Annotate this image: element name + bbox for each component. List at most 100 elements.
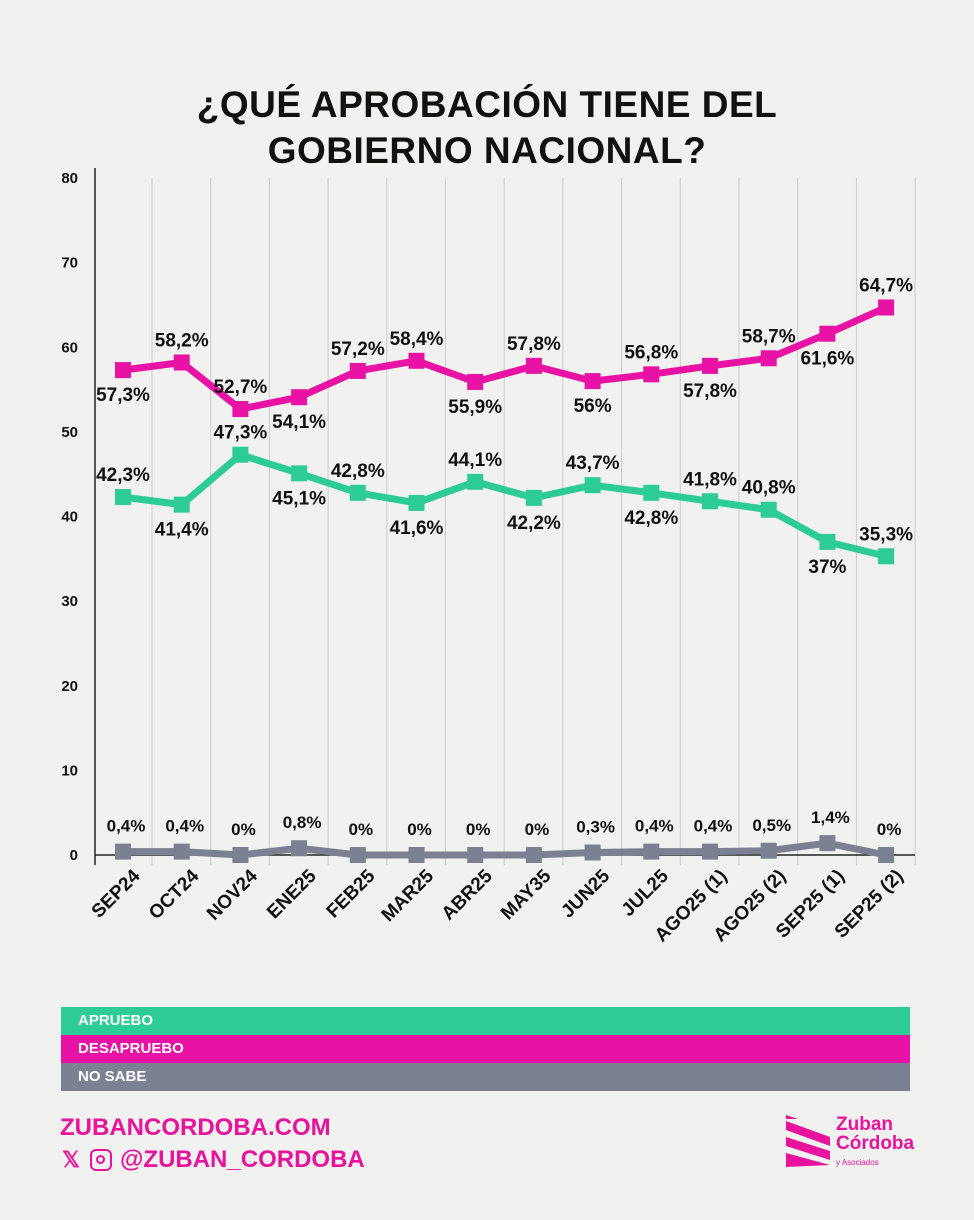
x-tick-label: ABR25	[438, 865, 497, 924]
title-line-1: ¿QUÉ APROBACIÓN TIENE DEL	[196, 84, 778, 125]
data-label: 0,4%	[107, 817, 146, 836]
legend-apruebo: APRUEBO	[61, 1007, 910, 1035]
data-point	[408, 847, 425, 863]
data-point	[467, 473, 484, 490]
data-point	[702, 493, 718, 510]
data-point	[232, 446, 249, 463]
x-tick-label: ENE25	[263, 865, 321, 923]
x-tick-label: MAY35	[497, 865, 556, 924]
x-icon[interactable]: 𝕏	[62, 1147, 80, 1172]
legend-desapruebo: DESAPRUEBO	[61, 1035, 910, 1063]
data-point	[349, 847, 366, 863]
data-label: 0,4%	[635, 817, 674, 836]
data-label: 58,7%	[742, 326, 796, 347]
title-line-2: GOBIERNO NACIONAL?	[267, 130, 707, 171]
data-point	[467, 847, 484, 863]
data-point	[819, 325, 836, 342]
zuban-cordoba-logo: Zuban Córdoba y Asociados	[786, 1115, 914, 1172]
data-point	[291, 465, 308, 482]
data-label: 0,4%	[694, 817, 733, 836]
y-tick-label: 10	[61, 762, 78, 779]
data-label: 64,7%	[859, 275, 913, 296]
data-label: 41,6%	[390, 518, 444, 539]
series-line-apruebo	[122, 451, 887, 560]
data-point	[349, 484, 366, 501]
chart-title: ¿QUÉ APROBACIÓN TIENE DEL GOBIERNO NACIO…	[0, 82, 974, 174]
data-point	[173, 496, 190, 513]
data-label: 54,1%	[272, 412, 326, 433]
data-point	[584, 477, 601, 494]
logo-mark-icon	[786, 1115, 830, 1167]
legend-no-sabe: NO SABE	[61, 1063, 910, 1091]
data-point	[115, 362, 131, 379]
data-label: 0%	[231, 820, 256, 839]
data-label: 41,4%	[155, 520, 209, 541]
data-point	[878, 847, 895, 863]
data-point	[760, 501, 777, 518]
data-label: 56%	[574, 396, 612, 417]
data-point	[408, 494, 425, 511]
data-point	[232, 401, 249, 418]
x-tick-label: JUL25	[618, 865, 673, 920]
data-point	[702, 843, 718, 860]
data-point	[525, 489, 542, 506]
x-tick-label: FEB25	[323, 865, 380, 922]
data-point	[702, 357, 718, 374]
y-tick-label: 0	[70, 847, 78, 864]
data-label: 0,3%	[576, 817, 615, 836]
x-tick-label: MAR25	[378, 865, 439, 926]
data-label: 0%	[877, 820, 902, 839]
data-point	[584, 373, 601, 390]
data-label: 37%	[808, 557, 846, 578]
data-point	[878, 548, 895, 565]
data-label: 58,4%	[390, 329, 444, 350]
x-tick-label: JUN25	[557, 865, 614, 922]
data-point	[173, 354, 190, 371]
data-point	[878, 299, 895, 316]
y-tick-label: 70	[61, 255, 78, 272]
data-point	[643, 484, 660, 501]
data-label: 55,9%	[448, 397, 502, 418]
data-point	[643, 366, 660, 383]
data-label: 57,3%	[96, 385, 150, 406]
data-point	[525, 357, 542, 374]
data-point	[525, 847, 542, 863]
x-tick-label: NOV24	[203, 865, 262, 924]
data-label: 45,1%	[272, 488, 326, 509]
data-label: 42,8%	[331, 461, 385, 482]
footer-contact: ZUBANCORDOBA.COM 𝕏 @ZUBAN_CORDOBA	[60, 1112, 365, 1176]
data-point	[291, 840, 308, 857]
instagram-icon[interactable]	[90, 1149, 112, 1171]
data-point	[349, 362, 366, 379]
data-label: 0%	[349, 820, 374, 839]
data-point	[819, 835, 836, 852]
data-point	[760, 350, 777, 367]
data-label: 56,8%	[624, 342, 678, 363]
data-point	[115, 843, 131, 860]
data-label: 0,4%	[165, 817, 204, 836]
data-label: 41,8%	[683, 469, 737, 490]
website-link[interactable]: ZUBANCORDOBA.COM	[60, 1114, 331, 1141]
logo-text-1: Zuban	[836, 1114, 893, 1135]
x-tick-label: SEP24	[88, 865, 145, 922]
data-point	[232, 847, 249, 863]
y-tick-label: 20	[61, 678, 78, 695]
social-handle[interactable]: @ZUBAN_CORDOBA	[120, 1146, 365, 1173]
x-tick-label: OCT24	[145, 865, 203, 923]
data-label: 47,3%	[213, 423, 267, 444]
y-tick-label: 40	[61, 509, 78, 526]
series-line-desapruebo	[122, 304, 888, 413]
logo-text-3: y Asociados	[836, 1158, 879, 1167]
data-label: 61,6%	[800, 349, 854, 370]
data-label: 35,3%	[859, 524, 913, 545]
line-chart: 0 10 20 30 40 50 60 70 80 SEP24 OCT24 NOV24 ENE25 FEB…	[61, 168, 916, 946]
y-tick-label: 30	[61, 593, 78, 610]
data-point	[467, 373, 484, 390]
data-point	[408, 352, 425, 369]
data-point	[584, 844, 601, 861]
data-label: 0,8%	[283, 813, 322, 832]
data-point	[760, 842, 777, 859]
logo-text-2: Córdoba	[836, 1133, 915, 1154]
y-tick-label: 50	[61, 424, 78, 441]
data-label: 42,8%	[624, 508, 678, 529]
